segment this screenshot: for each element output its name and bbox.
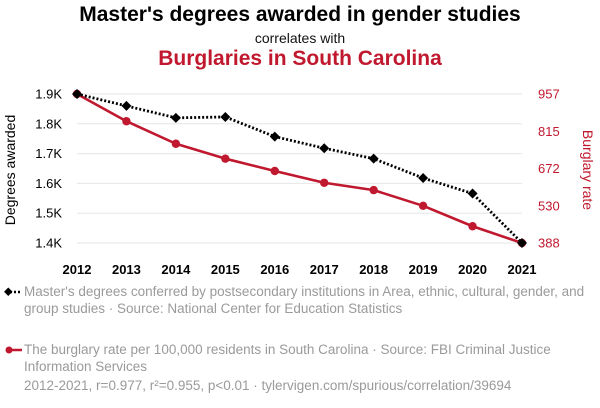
correlates-with-label: correlates with (254, 30, 346, 46)
burglary-point (122, 117, 131, 126)
burglary-point (320, 178, 329, 187)
degrees-point (170, 112, 181, 123)
x-axis-ticks: 2012 2013 2014 2015 2016 2017 2018 2019 2020 2021 (63, 262, 537, 277)
burglary-point (171, 139, 181, 148)
x-tick-label: 2015 (211, 262, 240, 277)
x-tick-label: 2019 (409, 262, 438, 277)
burglary-series (72, 89, 527, 248)
x-tick-label: 2017 (310, 262, 339, 277)
burglary-point (468, 222, 477, 231)
legend-label-burglary: The burglary rate per 100,000 residents … (24, 342, 551, 374)
gridlines (77, 93, 522, 244)
degrees-point (467, 188, 478, 199)
x-tick-label: 2016 (260, 262, 289, 277)
chart-title: Master's degrees awarded in gender studi… (79, 3, 521, 26)
degrees-point (368, 153, 379, 164)
right-tick-label: 530 (538, 198, 560, 213)
left-tick-label: 1.4K (35, 236, 62, 251)
degrees-line (76, 92, 523, 244)
right-axis-label: Burglary rate (580, 130, 596, 210)
x-tick-label: 2018 (359, 262, 388, 277)
burglary-point (270, 166, 279, 176)
chart-subtitle: Burglaries in South Carolina (158, 47, 442, 70)
left-tick-label: 1.8K (35, 116, 62, 131)
left-tick-label: 1.9K (35, 87, 62, 102)
right-tick-label: 815 (538, 124, 560, 139)
left-tick-label: 1.6K (35, 176, 62, 191)
right-tick-label: 957 (538, 87, 560, 102)
left-tick-label: 1.5K (35, 206, 62, 221)
legend-swatch-degrees (4, 287, 22, 296)
right-tick-label: 388 (538, 236, 560, 251)
burglary-line (76, 92, 523, 245)
legend-label-degrees: Master's degrees conferred by postsecond… (24, 284, 585, 316)
degrees-series (72, 89, 527, 248)
degrees-point (269, 131, 280, 142)
degrees-point (517, 238, 527, 248)
degrees-point (220, 111, 231, 122)
x-tick-label: 2012 (63, 262, 92, 277)
x-tick-label: 2013 (112, 262, 141, 277)
degrees-point (121, 100, 132, 111)
degrees-point (418, 173, 429, 184)
x-tick-label: 2021 (508, 262, 537, 277)
left-axis-label: Degrees awarded (2, 115, 18, 226)
left-axis-ticks: 1.4K 1.5K 1.6K 1.7K 1.8K 1.9K (35, 87, 62, 251)
footer-stats: 2012-2021, r=0.977, r²=0.955, p<0.01 · t… (24, 378, 512, 393)
left-tick-label: 1.7K (35, 146, 62, 161)
legend-item-burglary: The burglary rate per 100,000 residents … (4, 342, 594, 375)
x-tick-label: 2014 (161, 262, 191, 277)
degrees-point (319, 143, 330, 154)
legend-swatch-burglary (5, 346, 22, 354)
burglary-point (221, 154, 230, 163)
burglary-point (369, 185, 378, 195)
x-tick-label: 2020 (458, 262, 487, 277)
chart-area: 1.4K 1.5K 1.6K 1.7K 1.8K 1.9K 388 530 672 815 957… (2, 87, 596, 278)
legend-item-degrees: Master's degrees conferred by postsecond… (4, 284, 594, 317)
burglary-point (418, 201, 428, 211)
right-axis-ticks: 388 530 672 815 957 (538, 87, 560, 251)
degrees-point (72, 89, 82, 99)
right-tick-label: 672 (538, 161, 560, 176)
